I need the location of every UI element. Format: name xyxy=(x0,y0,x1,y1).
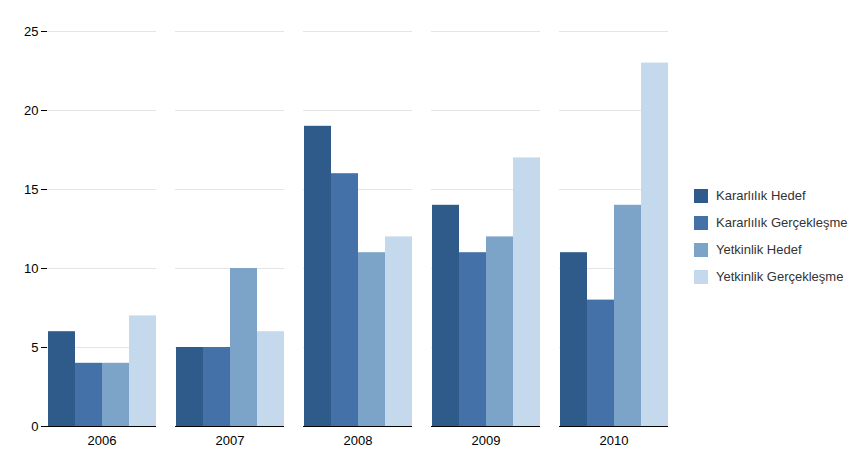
svg-text:10: 10 xyxy=(24,261,38,276)
svg-text:2008: 2008 xyxy=(344,433,373,448)
svg-text:20: 20 xyxy=(24,103,38,118)
svg-text:2010: 2010 xyxy=(600,433,629,448)
html-text:Kararlılık Hedef: Kararlılık Hedef xyxy=(716,188,806,203)
svg-text:25: 25 xyxy=(24,24,38,39)
svg-text:2009: 2009 xyxy=(472,433,501,448)
svg-text:2006: 2006 xyxy=(88,433,117,448)
html-text:Kararlılık Gerçekleşme: Kararlılık Gerçekleşme xyxy=(716,215,848,230)
svg-text:0: 0 xyxy=(31,419,38,434)
svg-text:5: 5 xyxy=(31,340,38,355)
svg-text:2007: 2007 xyxy=(216,433,245,448)
html-text:Yetkinlik Hedef: Yetkinlik Hedef xyxy=(716,242,802,257)
html-text:Yetkinlik Gerçekleşme: Yetkinlik Gerçekleşme xyxy=(716,269,844,284)
svg-text:15: 15 xyxy=(24,182,38,197)
